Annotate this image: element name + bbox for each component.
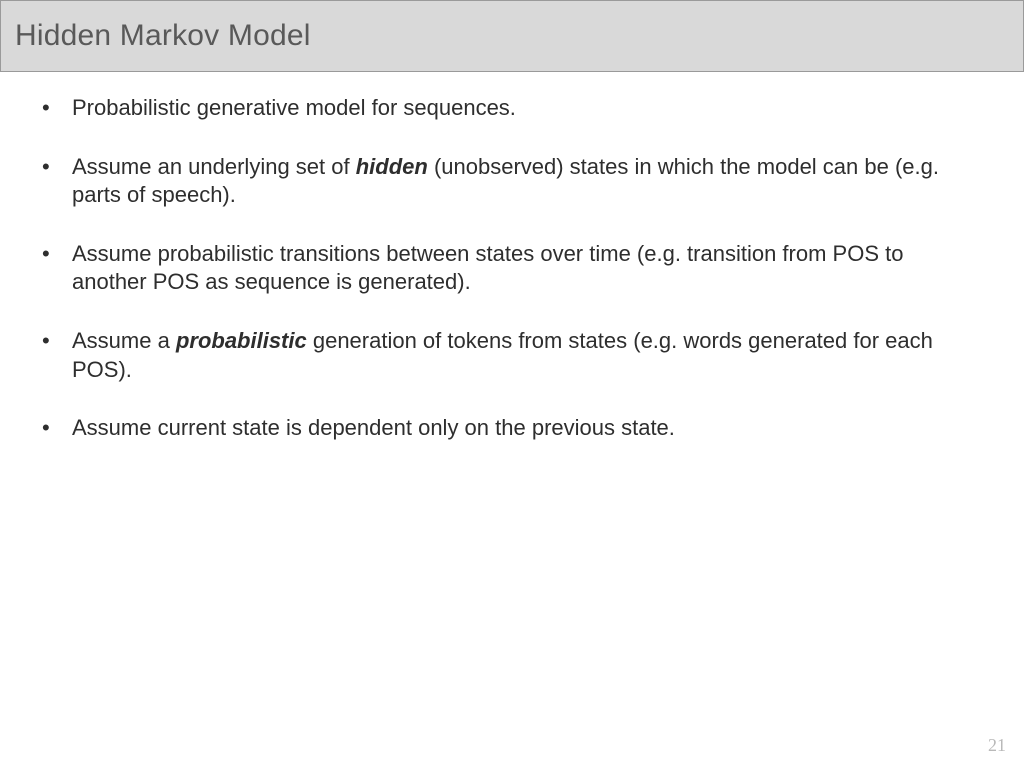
bullet-text-pre: Assume current state is dependent only o… — [72, 415, 675, 440]
bullet-text-bold: probabilistic — [176, 328, 307, 353]
page-number: 21 — [988, 735, 1006, 756]
slide-header: Hidden Markov Model — [0, 0, 1024, 72]
bullet-text-bold: hidden — [356, 154, 428, 179]
bullet-text-pre: Probabilistic generative model for seque… — [72, 95, 516, 120]
bullet-item: Probabilistic generative model for seque… — [42, 94, 982, 123]
bullet-text-pre: Assume a — [72, 328, 176, 353]
slide-content: Probabilistic generative model for seque… — [0, 72, 1024, 443]
bullet-item: Assume current state is dependent only o… — [42, 414, 982, 443]
bullet-item: Assume probabilistic transitions between… — [42, 240, 982, 297]
slide-title: Hidden Markov Model — [15, 19, 311, 53]
bullet-item: Assume a probabilistic generation of tok… — [42, 327, 982, 384]
bullet-item: Assume an underlying set of hidden (unob… — [42, 153, 982, 210]
bullet-text-pre: Assume probabilistic transitions between… — [72, 241, 903, 295]
bullet-list: Probabilistic generative model for seque… — [42, 94, 982, 443]
bullet-text-pre: Assume an underlying set of — [72, 154, 356, 179]
